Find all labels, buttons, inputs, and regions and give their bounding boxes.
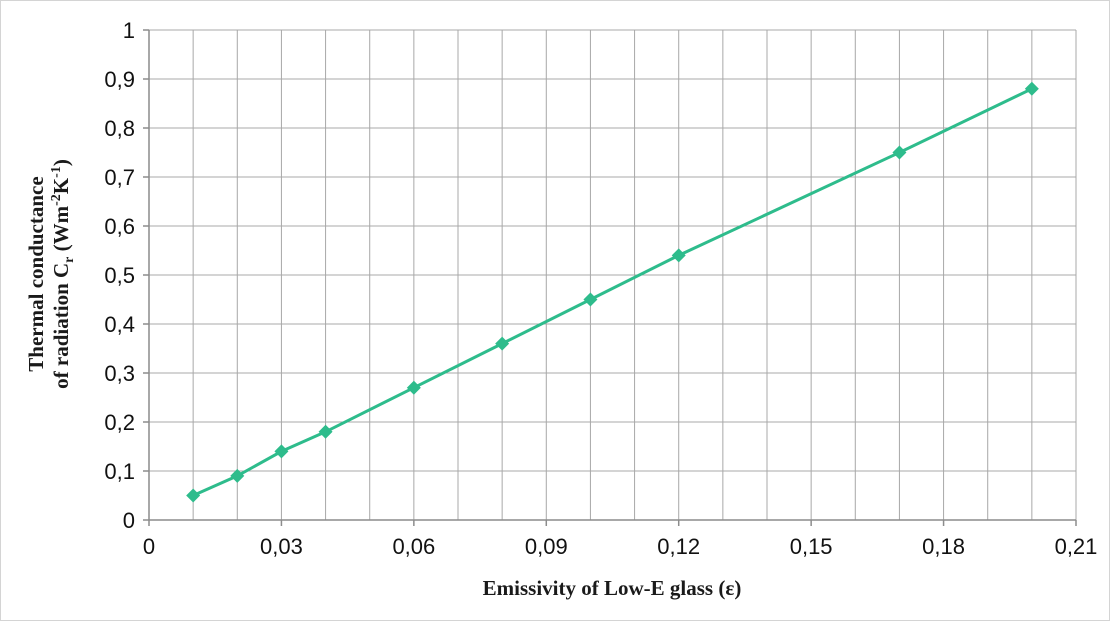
y-axis-title-subscript: r — [62, 257, 77, 263]
series-line — [192, 87, 1033, 497]
y-axis-title-sup-2: -1 — [49, 166, 64, 178]
y-tick-label: 0 — [123, 508, 135, 533]
y-axis-tick-labels: 0 0,1 0,2 0,3 0,4 0,5 0,6 0,7 0,8 0,9 1 — [104, 18, 135, 533]
y-axis-title-line-1: Thermal conductance — [24, 176, 48, 371]
y-tick-label: 1 — [123, 18, 135, 43]
data-point-marker — [671, 248, 686, 263]
y-tick-label: 0,3 — [104, 361, 135, 386]
data-point-marker — [406, 380, 421, 395]
y-tick-label: 0,5 — [104, 263, 135, 288]
x-tick-label: 0,12 — [657, 534, 700, 559]
series — [186, 81, 1039, 503]
y-axis-title-unit-k: K — [49, 177, 73, 194]
data-point-marker — [186, 488, 201, 503]
x-tick-label: 0,03 — [260, 534, 303, 559]
y-axis-title-line-2: of radiation Cr (Wm-2K-1) — [49, 159, 77, 389]
grid — [149, 29, 1077, 520]
y-tick-label: 0,7 — [104, 165, 135, 190]
y-axis-title: Thermal conductance of radiation Cr (Wm-… — [24, 159, 77, 389]
data-point-marker — [892, 145, 907, 160]
y-tick-label: 0,9 — [104, 67, 135, 92]
data-point-marker — [274, 444, 289, 459]
y-axis-title-sup-1: -2 — [49, 194, 64, 206]
y-axis-title-unit-close: ) — [49, 159, 73, 166]
data-point-marker — [318, 424, 333, 439]
y-tick-label: 0,4 — [104, 312, 135, 337]
axes — [143, 29, 1077, 526]
x-tick-label: 0,15 — [790, 534, 833, 559]
x-tick-label: 0,21 — [1055, 534, 1098, 559]
x-tick-label: 0,09 — [525, 534, 568, 559]
y-tick-label: 0,8 — [104, 116, 135, 141]
data-point-marker — [583, 292, 598, 307]
x-axis-tick-labels: 0 0,03 0,06 0,09 0,12 0,15 0,18 0,21 — [143, 534, 1098, 559]
y-tick-label: 0,2 — [104, 410, 135, 435]
data-point-marker — [495, 336, 510, 351]
x-axis-title: Emissivity of Low-E glass (ε) — [483, 576, 742, 600]
y-tick-label: 0,1 — [104, 459, 135, 484]
data-point-marker — [230, 468, 245, 483]
y-axis-title-unit-open: (Wm — [49, 205, 73, 256]
y-axis-title-prefix: of radiation C — [49, 263, 73, 389]
y-tick-label: 0,6 — [104, 214, 135, 239]
x-tick-label: 0,06 — [392, 534, 435, 559]
x-tick-label: 0,18 — [922, 534, 965, 559]
data-point-marker — [1024, 81, 1039, 96]
x-tick-label: 0 — [143, 534, 155, 559]
